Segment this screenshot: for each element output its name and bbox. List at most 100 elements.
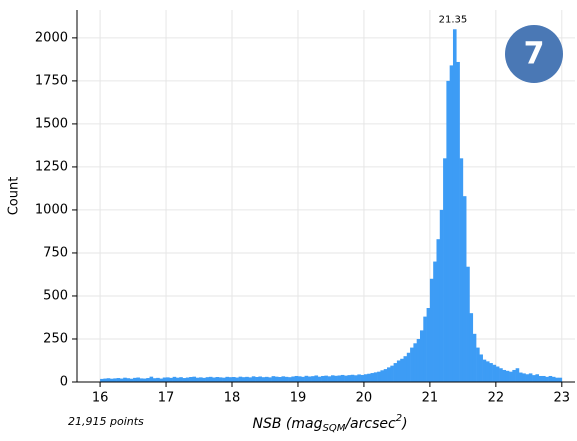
bar (555, 377, 559, 382)
bar (175, 377, 180, 382)
bar (304, 375, 309, 382)
bar (485, 361, 490, 382)
bar (495, 366, 500, 382)
bar (446, 80, 450, 382)
bar (281, 376, 286, 382)
bar (222, 377, 226, 382)
bar (393, 363, 398, 382)
bar (208, 376, 213, 382)
bar (311, 376, 315, 382)
bar (439, 209, 444, 382)
bar (469, 313, 474, 382)
bar (162, 377, 167, 382)
bar (294, 375, 299, 382)
bar (406, 352, 411, 382)
bar (159, 378, 164, 382)
bar (505, 370, 510, 382)
x-label-part: /arcsec (343, 416, 396, 432)
bar (472, 333, 477, 382)
bar (215, 377, 220, 382)
bar (136, 377, 140, 382)
bar (166, 377, 170, 382)
bar (142, 378, 147, 382)
bar (413, 343, 417, 382)
bar (179, 377, 183, 382)
bar (251, 376, 256, 382)
y-tick-label: 250 (43, 331, 68, 346)
x-tick-label: 23 (554, 391, 571, 406)
bar (466, 266, 470, 382)
y-tick-label: 1750 (35, 73, 68, 88)
bar (518, 372, 523, 382)
bar (291, 376, 295, 382)
bar (274, 376, 279, 382)
bar (499, 368, 503, 382)
bar (416, 338, 421, 382)
x-label-sub: SQM (322, 423, 345, 434)
bar (113, 378, 117, 382)
bar (462, 196, 467, 382)
bar (172, 376, 177, 382)
bar (357, 374, 361, 382)
bar (403, 356, 408, 382)
x-tick-label: 18 (224, 391, 241, 406)
bar (387, 367, 391, 382)
x-axis-label: NSB (magSQM/arcsec2) (252, 413, 407, 434)
bar (324, 375, 328, 382)
bar (126, 378, 131, 382)
bar (106, 378, 111, 382)
bar (535, 374, 540, 382)
bar (258, 376, 262, 382)
bar (149, 376, 154, 382)
bar (245, 376, 249, 382)
bar (301, 376, 305, 382)
x-tick-label: 19 (290, 391, 307, 406)
bar (248, 377, 253, 382)
bar (443, 158, 447, 382)
annotation: 21.35 (439, 14, 468, 25)
y-tick-label: 0 (60, 375, 68, 390)
x-tick-label: 17 (158, 391, 175, 406)
y-tick-label: 500 (43, 288, 68, 303)
bar (225, 376, 230, 382)
bar (235, 377, 239, 382)
bar (321, 375, 325, 382)
bar (264, 376, 269, 382)
bar (297, 376, 302, 382)
bar (423, 316, 427, 382)
bar (192, 376, 197, 382)
bar (129, 378, 134, 382)
bar (261, 377, 266, 382)
y-tick-label: 1250 (35, 159, 68, 174)
bar (350, 374, 355, 382)
bar (551, 376, 556, 382)
bar (456, 61, 460, 382)
bar (489, 363, 493, 382)
bar (133, 377, 137, 382)
bar (152, 378, 157, 382)
bar (509, 371, 513, 382)
bar (119, 378, 124, 382)
x-label-part: ) (401, 416, 407, 432)
bar (400, 358, 404, 382)
bar (370, 373, 375, 382)
bar (545, 376, 549, 382)
bar (327, 376, 332, 382)
bar (476, 347, 480, 382)
bar (202, 377, 206, 382)
bar (268, 377, 272, 382)
bar (367, 373, 371, 382)
bar (284, 376, 289, 382)
bar (232, 377, 236, 382)
bar (377, 371, 381, 382)
bar (185, 377, 190, 382)
x-tick-label: 21 (422, 391, 439, 406)
bar (354, 375, 358, 382)
footnote: 21,915 points (68, 415, 144, 428)
bar (482, 359, 487, 382)
bar (512, 369, 516, 382)
bar (532, 375, 536, 382)
bar (189, 377, 193, 382)
y-tick-label: 1500 (35, 116, 68, 131)
bar (218, 377, 223, 382)
